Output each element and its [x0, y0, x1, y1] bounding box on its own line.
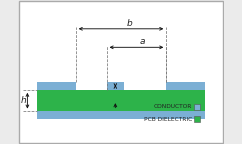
- Bar: [37, 82, 76, 90]
- Bar: [37, 90, 205, 111]
- Text: h: h: [21, 96, 26, 105]
- Text: b: b: [126, 19, 132, 28]
- Text: PCB DIELECTRIC: PCB DIELECTRIC: [144, 117, 192, 122]
- FancyArrowPatch shape: [80, 27, 162, 30]
- FancyArrowPatch shape: [114, 84, 117, 88]
- Bar: [106, 82, 124, 90]
- Bar: [194, 116, 200, 122]
- Bar: [37, 111, 205, 119]
- Bar: [194, 104, 200, 110]
- Bar: [166, 82, 205, 90]
- Text: CONDUCTOR: CONDUCTOR: [154, 104, 192, 109]
- Text: a: a: [140, 37, 145, 46]
- FancyBboxPatch shape: [19, 1, 223, 143]
- FancyArrowPatch shape: [26, 94, 29, 108]
- FancyArrowPatch shape: [110, 46, 162, 49]
